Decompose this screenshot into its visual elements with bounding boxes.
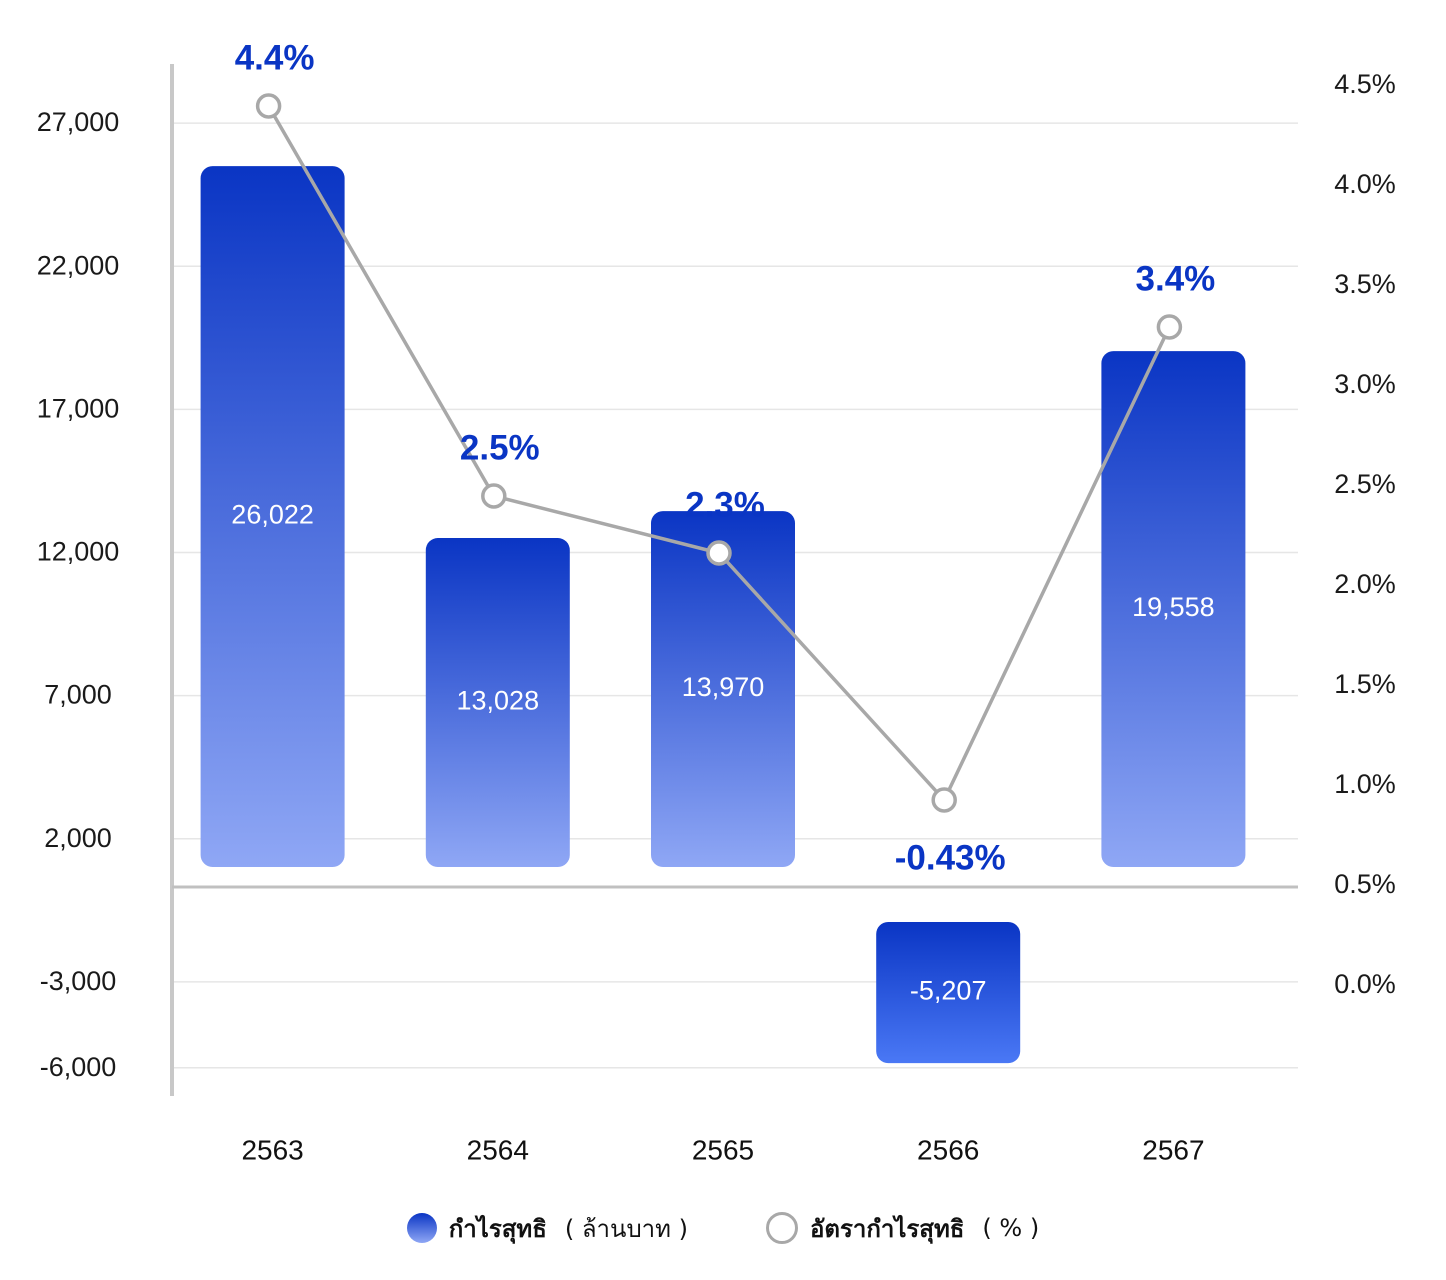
left-tick-label: -3,000 <box>40 966 117 996</box>
bar-value-label: 26,022 <box>231 500 314 530</box>
right-tick-label: 4.5% <box>1334 69 1396 99</box>
x-tick-label: 2566 <box>917 1134 979 1165</box>
rate-point <box>1156 314 1183 340</box>
bar-value-label: -5,207 <box>910 976 987 1006</box>
right-tick-label: 0.0% <box>1334 969 1396 999</box>
right-tick-label: 4.0% <box>1334 169 1396 199</box>
legend-line-swatch <box>765 1212 798 1244</box>
rate-value-label: 2.5% <box>460 428 540 467</box>
x-axis-ticks: 2563 2564 2565 2566 2567 <box>241 1134 1204 1165</box>
bar <box>425 538 570 867</box>
rate-value-label: 3.4% <box>1136 259 1216 298</box>
rate-value-label: -0.43% <box>895 838 1006 877</box>
bar <box>200 166 345 867</box>
bar-value-label: 13,028 <box>457 686 540 716</box>
bar <box>876 922 1021 1064</box>
x-tick-label: 2565 <box>692 1134 754 1165</box>
legend-unit-net-margin: ( % ) <box>982 1214 1040 1242</box>
x-tick-label: 2564 <box>467 1134 529 1165</box>
left-tick-label: 22,000 <box>37 250 120 280</box>
rate-point <box>481 483 507 509</box>
bar-value-label: 13,970 <box>682 672 765 702</box>
right-tick-label: 3.0% <box>1334 369 1396 399</box>
rate-value-label: 4.4% <box>235 38 315 77</box>
left-axis-ticks: 27,000 22,000 17,000 12,000 7,000 2,000 -3,000… <box>37 107 120 1082</box>
left-tick-label: 12,000 <box>37 537 120 567</box>
bar <box>651 511 795 867</box>
legend-item-net-margin[interactable]: อัตรากำไรสุทธิ ( % ) <box>765 1209 1040 1248</box>
x-tick-label: 2563 <box>241 1134 303 1165</box>
net-profit-chart: 27,000 22,000 17,000 12,000 7,000 2,000 -3,000… <box>37 38 1396 1165</box>
right-tick-label: 2.5% <box>1334 469 1396 499</box>
right-axis-ticks: 4.5% 4.0% 3.5% 3.0% 2.5% 2.0% 1.5% 1.0% 0.5% 0.0% <box>1334 69 1396 999</box>
rate-line: 4.4% 2.5% 2.3% -0.43% 3.4% <box>235 38 1216 877</box>
bars: 26,022 13,028 13,970 -5,207 19,558 <box>200 166 1246 1064</box>
legend: กำไรสุทธิ ( ล้านบาท ) อัตรากำไรสุทธิ ( %… <box>0 1206 1446 1250</box>
left-tick-label: 2,000 <box>44 823 112 853</box>
left-tick-label: 27,000 <box>37 107 120 137</box>
rate-point <box>931 787 957 813</box>
right-tick-label: 2.0% <box>1334 569 1396 599</box>
axes <box>170 64 1298 1096</box>
right-tick-label: 1.5% <box>1334 669 1396 699</box>
left-tick-label: 17,000 <box>37 393 120 423</box>
legend-label-net-margin: อัตรากำไรสุทธิ <box>809 1214 965 1243</box>
right-tick-label: 1.0% <box>1334 769 1396 799</box>
rate-point <box>706 540 732 566</box>
legend-unit-net-profit: ( ล้านบาท ) <box>564 1214 688 1243</box>
bar-value-label: 19,558 <box>1132 592 1215 622</box>
right-tick-label: 0.5% <box>1334 869 1396 899</box>
rate-value-label: 2.3% <box>685 485 765 524</box>
right-tick-label: 3.5% <box>1334 269 1396 299</box>
legend-bar-swatch <box>406 1213 437 1243</box>
left-tick-label: -6,000 <box>40 1052 117 1082</box>
rate-point <box>255 93 282 119</box>
x-tick-label: 2567 <box>1142 1134 1204 1165</box>
left-tick-label: 7,000 <box>44 680 112 710</box>
bar <box>1101 351 1246 867</box>
legend-item-net-profit[interactable]: กำไรสุทธิ ( ล้านบาท ) <box>406 1209 688 1248</box>
legend-label-net-profit: กำไรสุทธิ <box>448 1214 547 1243</box>
